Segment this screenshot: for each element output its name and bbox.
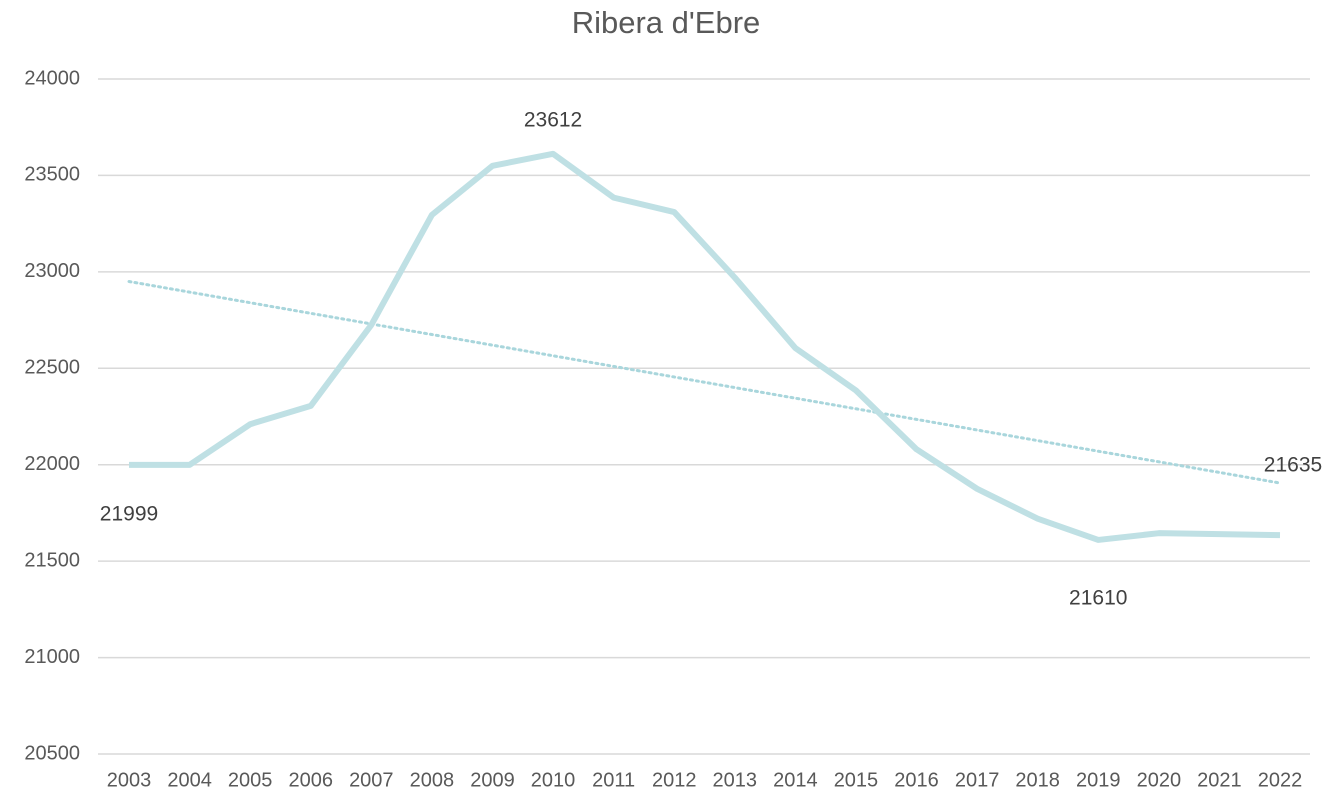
x-tick-label: 2021 — [1197, 769, 1242, 791]
trendline — [127, 280, 1282, 485]
data-line — [129, 150, 1281, 543]
y-tick-label: 22500 — [24, 357, 80, 379]
y-tick-label: 23500 — [24, 164, 80, 186]
x-tick-label: 2006 — [288, 769, 333, 791]
x-tick-label: 2018 — [1015, 769, 1060, 791]
data-label: 21610 — [1069, 586, 1127, 609]
x-tick-label: 2004 — [167, 769, 212, 791]
x-tick-label: 2005 — [228, 769, 273, 791]
y-tick-label: 21500 — [24, 549, 80, 571]
x-tick-label: 2019 — [1076, 769, 1121, 791]
x-tick-label: 2008 — [410, 769, 455, 791]
y-tick-label: 23000 — [24, 260, 80, 282]
data-label: 23612 — [524, 108, 582, 131]
x-tick-label: 2012 — [652, 769, 697, 791]
x-tick-label: 2015 — [834, 769, 879, 791]
y-tick-label: 21000 — [24, 646, 80, 668]
x-tick-label: 2007 — [349, 769, 394, 791]
data-label: 21635 — [1264, 454, 1322, 477]
x-tick-label: 2020 — [1137, 769, 1182, 791]
y-tick-label: 20500 — [24, 742, 80, 764]
x-tick-label: 2016 — [894, 769, 939, 791]
data-label: 21999 — [100, 502, 158, 525]
chart-title: Ribera d'Ebre — [572, 5, 761, 40]
y-tick-label: 22000 — [24, 453, 80, 475]
x-tick-label: 2010 — [531, 769, 576, 791]
x-tick-label: 2003 — [107, 769, 152, 791]
x-tick-label: 2017 — [955, 769, 1000, 791]
x-tick-label: 2011 — [592, 769, 635, 791]
x-tick-label: 2014 — [773, 769, 818, 791]
x-tick-label: 2022 — [1258, 769, 1303, 791]
x-tick-label: 2013 — [713, 769, 758, 791]
x-tick-label: 2009 — [470, 769, 515, 791]
y-tick-label: 24000 — [24, 67, 80, 89]
